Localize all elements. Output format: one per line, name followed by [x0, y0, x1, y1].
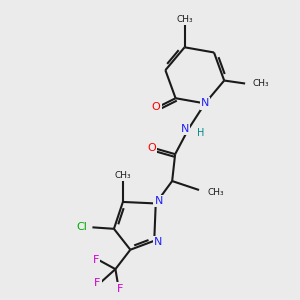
Text: N: N — [181, 124, 189, 134]
Text: CH₃: CH₃ — [207, 188, 224, 197]
Text: O: O — [152, 102, 161, 112]
Text: Cl: Cl — [76, 222, 87, 232]
Text: N: N — [201, 98, 209, 108]
Text: CH₃: CH₃ — [253, 79, 269, 88]
Text: N: N — [154, 196, 163, 206]
Text: F: F — [93, 255, 99, 265]
Text: F: F — [94, 278, 101, 288]
Text: CH₃: CH₃ — [176, 15, 193, 24]
Text: H: H — [197, 128, 205, 138]
Text: CH₃: CH₃ — [115, 171, 131, 180]
Text: O: O — [147, 143, 156, 153]
Text: N: N — [154, 237, 162, 247]
Text: F: F — [117, 284, 123, 293]
